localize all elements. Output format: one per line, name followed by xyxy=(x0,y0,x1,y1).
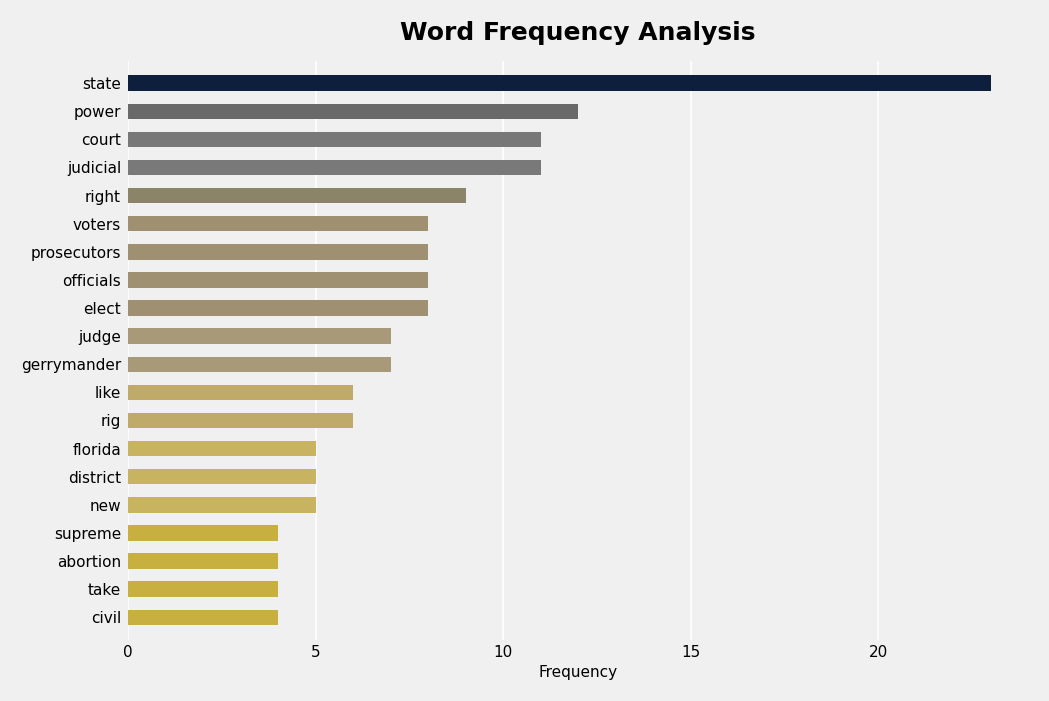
Bar xyxy=(128,525,278,540)
Bar xyxy=(128,132,540,147)
X-axis label: Frequency: Frequency xyxy=(538,665,618,680)
Bar xyxy=(128,581,278,597)
Bar xyxy=(128,272,428,287)
Bar xyxy=(128,329,390,344)
Bar xyxy=(128,385,354,400)
Bar xyxy=(128,188,466,203)
Bar xyxy=(128,76,990,91)
Bar xyxy=(128,104,578,119)
Bar xyxy=(128,553,278,569)
Bar xyxy=(128,610,278,625)
Bar xyxy=(128,244,428,259)
Bar xyxy=(128,300,428,315)
Bar xyxy=(128,216,428,231)
Bar xyxy=(128,497,316,512)
Bar xyxy=(128,441,316,456)
Bar xyxy=(128,469,316,484)
Bar xyxy=(128,160,540,175)
Title: Word Frequency Analysis: Word Frequency Analysis xyxy=(401,21,756,45)
Bar xyxy=(128,357,390,372)
Bar xyxy=(128,413,354,428)
